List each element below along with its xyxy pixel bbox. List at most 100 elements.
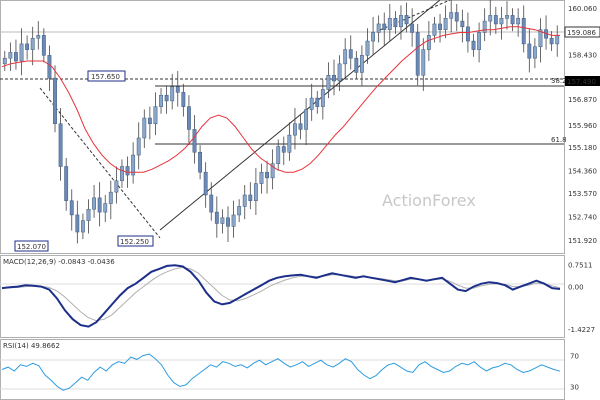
candle-body: [482, 20, 487, 33]
candle-body: [214, 211, 219, 224]
candle-body: [30, 37, 35, 50]
price-tick-label: 158.430: [568, 51, 597, 59]
candle-body: [471, 40, 476, 50]
candle-body: [259, 171, 264, 184]
candle-body: [8, 52, 13, 59]
macd-tick-label: -1.4227: [568, 326, 595, 334]
macd-signal-line: [1, 266, 561, 322]
candle-body: [516, 18, 521, 25]
candle-body: [438, 23, 442, 30]
macd-tick-label: 0.7511: [568, 261, 593, 269]
candle-body: [354, 57, 359, 73]
candle-body: [421, 49, 426, 76]
candle-body: [69, 200, 74, 216]
svg-text:159.086: 159.086: [567, 29, 596, 37]
candle-body: [97, 197, 102, 213]
candle-body: [532, 46, 537, 59]
pivot-label-high: 157.650: [87, 70, 126, 82]
candle-body: [80, 220, 85, 233]
candle-body: [220, 217, 225, 224]
candle-body: [136, 137, 141, 156]
svg-text:152.250: 152.250: [120, 238, 149, 246]
candle-body: [499, 18, 504, 25]
price-tick-label: 153.570: [568, 190, 597, 198]
fib-label-61: 61.8: [551, 136, 567, 144]
macd-axis: 0.7511 0.00 -1.4227: [568, 261, 595, 333]
candle-body: [521, 18, 526, 45]
price-panel: [0, 0, 565, 254]
candle-body: [493, 15, 498, 25]
price-tick-label: 156.870: [568, 96, 597, 104]
rsi-line: [1, 353, 561, 391]
candle-body: [293, 123, 297, 136]
candle-body: [92, 197, 96, 210]
candle-body: [36, 35, 41, 39]
candle-body: [153, 106, 158, 124]
candle-body: [276, 146, 281, 164]
candle-body: [164, 94, 169, 102]
rsi-panel: [0, 339, 565, 400]
candle-body: [64, 166, 69, 201]
candle-body: [192, 129, 197, 153]
candle-body: [527, 43, 532, 59]
candle-body: [242, 194, 247, 207]
candle-body: [298, 123, 303, 130]
candle-body: [382, 23, 387, 30]
candle-body: [14, 52, 18, 62]
candle-body: [365, 40, 370, 56]
candle-body: [58, 123, 63, 167]
svg-text:157.650: 157.650: [91, 73, 120, 81]
candle-body: [488, 15, 493, 22]
candlesticks: [2, 0, 560, 244]
candle-body: [270, 163, 275, 179]
dashed-trendline-down: [39, 87, 161, 239]
candle-body: [426, 35, 431, 50]
pivot-label-low-2: 152.250: [117, 235, 154, 247]
candle-body: [387, 18, 392, 30]
candle-body: [555, 35, 560, 45]
candle-body: [226, 217, 230, 227]
macd-title: MACD(12,26,9) -0.0843 -0.0436: [3, 258, 115, 266]
candle-body: [376, 23, 381, 33]
candle-body: [209, 194, 214, 213]
candle-body: [159, 94, 163, 107]
svg-text:152.070: 152.070: [17, 243, 46, 251]
watermark: ActionForex: [382, 191, 476, 210]
candle-body: [47, 55, 52, 79]
candle-body: [460, 20, 465, 28]
candle-body: [309, 97, 314, 110]
candle-body: [253, 183, 258, 201]
candle-body: [477, 32, 482, 50]
candle-body: [510, 15, 515, 25]
candle-body: [371, 32, 375, 42]
price-tick-label: 151.920: [568, 237, 597, 245]
candle-body: [53, 77, 57, 124]
candle-body: [265, 171, 269, 179]
candle-body: [538, 29, 543, 48]
candle-body: [187, 106, 191, 130]
candle-body: [432, 23, 437, 36]
candle-body: [25, 43, 30, 50]
candle-body: [337, 63, 342, 82]
candle-body: [147, 117, 152, 124]
macd-line: [1, 264, 561, 328]
moving-average-line: [1, 26, 560, 173]
candle-body: [131, 154, 136, 176]
price-tick-label: 152.740: [568, 214, 597, 222]
price-tick-label: 155.180: [568, 144, 597, 152]
candle-body: [19, 43, 24, 62]
candle-body: [142, 117, 147, 139]
candle-body: [170, 86, 175, 102]
rsi-tick-label: 70: [570, 353, 579, 361]
candle-body: [103, 203, 108, 213]
price-axis: 160.060159.290158.430157.580156.870155.9…: [568, 5, 597, 245]
candle-body: [287, 134, 292, 153]
candle-body: [248, 194, 253, 201]
candle-body: [449, 12, 454, 19]
candle-body: [393, 18, 398, 28]
svg-text:157.490: 157.490: [567, 78, 596, 86]
candle-body: [181, 92, 186, 107]
rsi-title: RSI(14) 49.8662: [3, 342, 60, 350]
candle-body: [175, 86, 180, 93]
candle-body: [86, 208, 91, 221]
